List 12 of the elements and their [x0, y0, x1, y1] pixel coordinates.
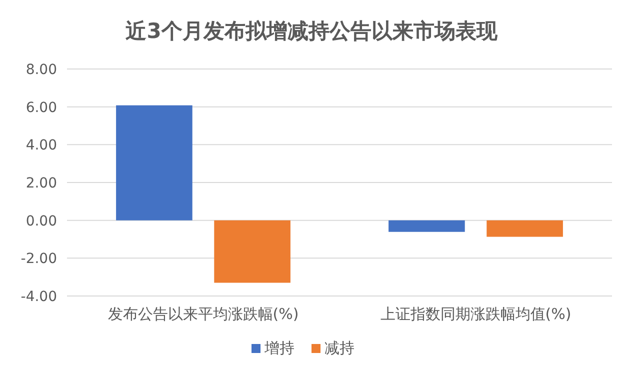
legend-label: 减持 — [324, 339, 354, 357]
y-tick-label: 4.00 — [26, 138, 57, 154]
y-tick-label: -4.00 — [20, 289, 57, 305]
x-tick-label: 上证指数同期涨跌幅均值(%) — [380, 305, 572, 323]
legend-label: 增持 — [264, 339, 294, 357]
x-tick-label: 发布公告以来平均涨跌幅(%) — [108, 305, 299, 323]
y-tick-label: 6.00 — [26, 100, 57, 116]
y-tick-label: 0.00 — [26, 213, 57, 230]
y-tick-label: 8.00 — [26, 62, 57, 78]
y-tick-label: -2.00 — [20, 251, 57, 268]
chart-title: 近3个月发布拟增减持公告以来市场表现 — [124, 19, 498, 43]
y-tick-label: 2.00 — [26, 176, 57, 192]
